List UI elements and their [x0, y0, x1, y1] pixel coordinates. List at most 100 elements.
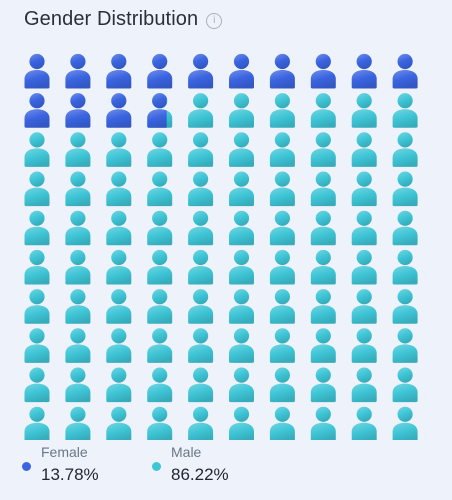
person-icon-male — [351, 328, 377, 363]
person-icon-male — [65, 210, 91, 246]
person-icon-male — [106, 132, 132, 167]
person-icon-male — [188, 328, 214, 363]
person-icon-male — [65, 328, 91, 363]
person-icon-male — [24, 249, 50, 285]
person-icon-female — [24, 93, 50, 128]
person-icon-male — [269, 210, 295, 246]
person-icon-male — [65, 132, 91, 167]
person-icon-male — [310, 93, 336, 128]
person-icon-male — [310, 171, 336, 207]
legend: Female 13.78% Male 86.22% — [0, 440, 452, 500]
person-icon-male — [188, 171, 214, 207]
person-icon-female — [188, 53, 214, 89]
person-icon-male — [147, 132, 173, 167]
person-icon-male — [392, 93, 418, 128]
person-icon-male — [310, 406, 336, 440]
person-icon-male — [310, 289, 336, 324]
person-icon-male — [147, 171, 173, 207]
person-icon-male — [351, 249, 377, 285]
person-icon-male — [229, 249, 254, 285]
person-icon-male — [310, 210, 336, 246]
person-icon-male — [188, 93, 214, 128]
legend-value-male: 86.22% — [171, 465, 229, 484]
person-icon-male — [24, 171, 50, 207]
person-icon-male — [65, 249, 91, 285]
person-icon-male — [392, 367, 418, 403]
person-icon-male — [351, 289, 377, 324]
legend-label-male: Male — [171, 444, 202, 460]
person-icon-male — [269, 249, 295, 285]
person-icon-male — [106, 289, 132, 324]
info-icon[interactable]: i — [206, 12, 223, 29]
person-icon-male — [351, 210, 377, 246]
pictogram-grid — [24, 53, 418, 440]
person-icon-male — [351, 367, 377, 403]
person-icon-male — [229, 328, 254, 363]
person-icon-male — [392, 406, 418, 440]
person-icon-male — [106, 171, 132, 207]
person-icon-male — [24, 328, 50, 363]
person-icon-male — [188, 289, 214, 324]
person-icon-female — [147, 53, 173, 89]
person-icon-female — [351, 53, 377, 89]
person-icon-male — [147, 406, 173, 440]
person-icon-male — [147, 210, 173, 246]
person-icon-male — [351, 93, 377, 128]
person-icon-male — [229, 93, 254, 128]
person-icon-male — [392, 289, 418, 324]
person-icon-male — [351, 171, 377, 207]
person-icon-male — [147, 249, 173, 285]
person-icon-male — [24, 367, 50, 403]
person-icon-male — [65, 171, 91, 207]
person-icon-male — [229, 132, 254, 167]
person-icon-male — [24, 132, 50, 167]
person-icon-male — [147, 328, 173, 363]
person-icon-male — [229, 289, 254, 324]
person-icon-male — [65, 289, 91, 324]
person-icon-male — [392, 132, 418, 167]
person-icon-male — [106, 249, 132, 285]
person-icon-female — [229, 53, 254, 89]
person-icon-female — [310, 53, 336, 89]
person-icon-male — [24, 210, 50, 246]
person-icon-male — [188, 406, 214, 440]
person-icon-male — [188, 367, 214, 403]
person-icon-male — [188, 249, 214, 285]
legend-dot-male — [152, 462, 161, 471]
person-icon-male — [351, 406, 377, 440]
person-icon-male — [147, 289, 173, 324]
legend-label-female: Female — [41, 444, 88, 460]
person-icon-male — [310, 249, 336, 285]
person-icon-female — [65, 93, 91, 128]
person-icon-male — [269, 171, 295, 207]
person-icon-male — [24, 289, 50, 324]
person-icon-female — [24, 53, 50, 89]
person-icon-male — [310, 132, 336, 167]
person-icon-male — [269, 406, 295, 440]
person-icon-female — [392, 53, 418, 89]
person-icon-partial — [147, 93, 173, 128]
person-icon-female — [106, 53, 132, 89]
legend-value-female: 13.78% — [41, 465, 99, 484]
person-icon-male — [106, 367, 132, 403]
person-icon-male — [269, 328, 295, 363]
person-icon-male — [269, 93, 295, 128]
person-icon-male — [147, 367, 173, 403]
person-icon-male — [188, 210, 214, 246]
legend-dot-female — [22, 462, 31, 471]
person-icon-male — [24, 406, 50, 440]
card-header: Gender Distribution i — [24, 8, 223, 31]
person-icon-male — [65, 406, 91, 440]
person-icon-male — [392, 171, 418, 207]
person-icon-male — [106, 328, 132, 363]
person-icon-male — [188, 132, 214, 167]
person-icon-female — [65, 53, 91, 89]
person-icon-male — [392, 210, 418, 246]
person-icon-male — [106, 210, 132, 246]
person-icon-male — [269, 367, 295, 403]
person-icon-male — [229, 406, 254, 440]
person-icon-male — [392, 249, 418, 285]
person-icon-male — [310, 328, 336, 363]
person-icon-female — [106, 93, 132, 128]
